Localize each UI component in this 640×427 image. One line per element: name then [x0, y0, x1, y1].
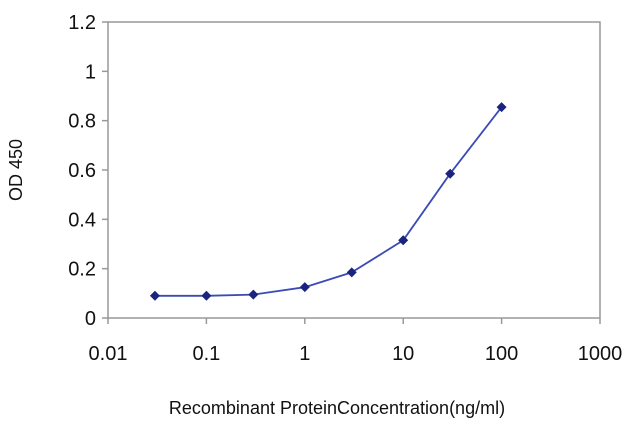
x-tick-label: 10	[392, 343, 414, 365]
data-point	[201, 290, 212, 301]
y-axis-title: OD 450	[6, 139, 26, 201]
y-tick-label: 0.2	[68, 259, 96, 281]
x-axis-title: Recombinant ProteinConcentration(ng/ml)	[169, 398, 505, 418]
x-tick-label: 1000	[578, 343, 623, 365]
y-axis: 0 0.2 0.4 0.6 0.8 1 1.2	[68, 12, 108, 330]
x-tick-label: 0.1	[192, 343, 220, 365]
data-point	[445, 168, 456, 179]
y-tick-label: 1.2	[68, 12, 96, 34]
data-point	[398, 235, 409, 246]
y-tick-label: 0.6	[68, 160, 96, 182]
data-point	[248, 289, 259, 300]
y-tick-label: 0.4	[68, 209, 96, 231]
x-tick-label: 0.01	[89, 343, 128, 365]
data-point	[149, 290, 160, 301]
x-tick-label: 1	[299, 343, 310, 365]
series-line	[154, 106, 503, 297]
data-point	[496, 102, 507, 113]
y-tick-label: 0.8	[68, 111, 96, 133]
y-tick-label: 1	[85, 61, 96, 83]
data-point	[299, 282, 310, 293]
data-point	[346, 267, 357, 278]
x-tick-label: 100	[485, 343, 518, 365]
series-layer	[149, 102, 507, 301]
plot-area	[107, 21, 601, 319]
y-tick-label: 0	[85, 308, 96, 330]
x-axis: 0.01 0.1 1 10 100 1000	[89, 318, 623, 365]
